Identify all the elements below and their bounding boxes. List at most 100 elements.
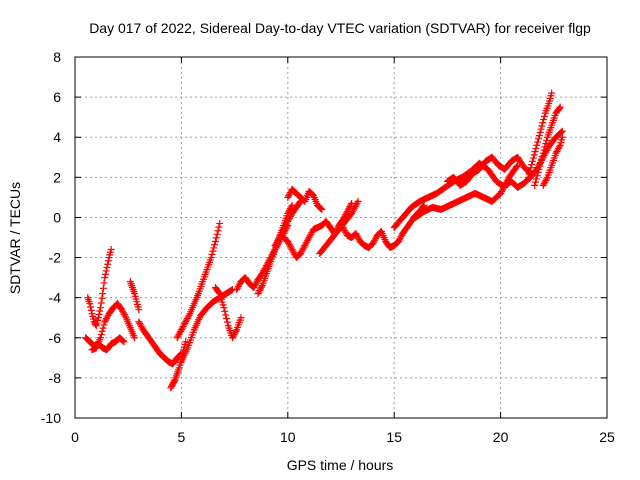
x-tick-label: 15 xyxy=(386,429,402,445)
data-point xyxy=(316,204,324,212)
data-point xyxy=(101,318,109,326)
data-point xyxy=(98,327,106,335)
data-point xyxy=(354,233,362,241)
data-point xyxy=(285,239,293,247)
data-point xyxy=(541,178,549,186)
chart-title: Day 017 of 2022, Sidereal Day-to-day VTE… xyxy=(89,20,591,36)
data-point xyxy=(541,143,549,151)
data-point xyxy=(131,334,139,342)
data-point xyxy=(555,104,563,112)
data-point xyxy=(537,159,545,167)
data-point xyxy=(282,221,290,229)
data-point xyxy=(120,338,128,346)
y-axis-title: SDTVAR / TECUs xyxy=(7,182,23,294)
data-point xyxy=(216,219,224,227)
data-point xyxy=(256,286,264,294)
data-point xyxy=(232,327,240,335)
data-point xyxy=(180,321,188,329)
data-point xyxy=(543,136,551,144)
data-point xyxy=(397,233,405,241)
data-point xyxy=(532,175,540,183)
data-points xyxy=(82,89,566,392)
data-point xyxy=(340,225,348,233)
data-point xyxy=(185,311,193,319)
data-series xyxy=(84,246,115,330)
y-tick-label: 2 xyxy=(53,169,61,185)
data-point xyxy=(99,324,107,332)
data-point xyxy=(318,205,326,213)
data-point xyxy=(371,236,379,244)
data-series xyxy=(82,334,128,354)
data-point xyxy=(537,156,545,164)
data-point xyxy=(354,234,362,242)
data-point xyxy=(104,257,112,265)
data-point xyxy=(557,128,565,136)
data-point xyxy=(235,281,243,289)
data-point xyxy=(538,122,546,130)
data-point xyxy=(276,232,284,240)
data-point xyxy=(222,311,230,319)
data-point xyxy=(274,237,282,245)
data-point xyxy=(120,309,128,317)
data-point xyxy=(97,304,105,312)
data-series xyxy=(271,197,305,250)
data-point xyxy=(531,178,539,186)
data-point xyxy=(257,283,265,291)
data-point xyxy=(526,167,534,175)
data-point xyxy=(290,249,298,257)
data-point xyxy=(118,336,126,344)
data-point xyxy=(95,310,103,318)
data-point xyxy=(531,148,539,156)
data-point xyxy=(317,205,325,213)
data-point xyxy=(103,313,111,321)
data-point xyxy=(135,306,143,314)
data-point xyxy=(539,149,547,157)
data-point xyxy=(100,321,108,329)
data-point xyxy=(307,230,315,238)
data-point xyxy=(539,119,547,127)
data-point xyxy=(288,246,296,254)
data-point xyxy=(220,304,228,312)
data-point xyxy=(183,315,191,323)
data-point xyxy=(531,181,539,189)
data-point xyxy=(102,267,110,275)
data-point xyxy=(215,288,223,296)
data-point xyxy=(300,243,308,251)
data-point xyxy=(370,238,378,246)
data-point xyxy=(118,306,126,314)
data-point xyxy=(371,235,379,243)
data-point xyxy=(174,332,182,340)
data-point xyxy=(535,165,543,173)
data-point xyxy=(354,197,362,205)
x-tick-label: 0 xyxy=(71,429,79,445)
y-tick-label: -2 xyxy=(49,250,62,266)
data-point xyxy=(252,279,260,287)
data-point xyxy=(228,334,236,342)
data-point xyxy=(352,229,360,237)
data-point xyxy=(536,128,544,136)
data-point xyxy=(542,140,550,148)
data-point xyxy=(120,311,128,319)
data-point xyxy=(528,160,536,168)
data-point xyxy=(554,146,562,154)
data-point xyxy=(299,245,307,253)
data-point xyxy=(102,315,110,323)
data-point xyxy=(96,307,104,315)
data-point xyxy=(288,201,296,209)
x-tick-label: 20 xyxy=(493,429,509,445)
data-point xyxy=(274,235,282,243)
data-point xyxy=(273,238,281,246)
data-point xyxy=(525,170,533,178)
data-point xyxy=(353,231,361,239)
data-point xyxy=(250,284,258,292)
data-point xyxy=(286,214,294,222)
data-point xyxy=(306,232,314,240)
data-point xyxy=(183,316,191,324)
data-point xyxy=(101,274,109,282)
data-point xyxy=(297,250,305,258)
data-point xyxy=(286,213,294,221)
data-point xyxy=(542,177,550,185)
data-point xyxy=(278,229,286,237)
data-point xyxy=(214,227,222,235)
data-point xyxy=(207,254,215,262)
